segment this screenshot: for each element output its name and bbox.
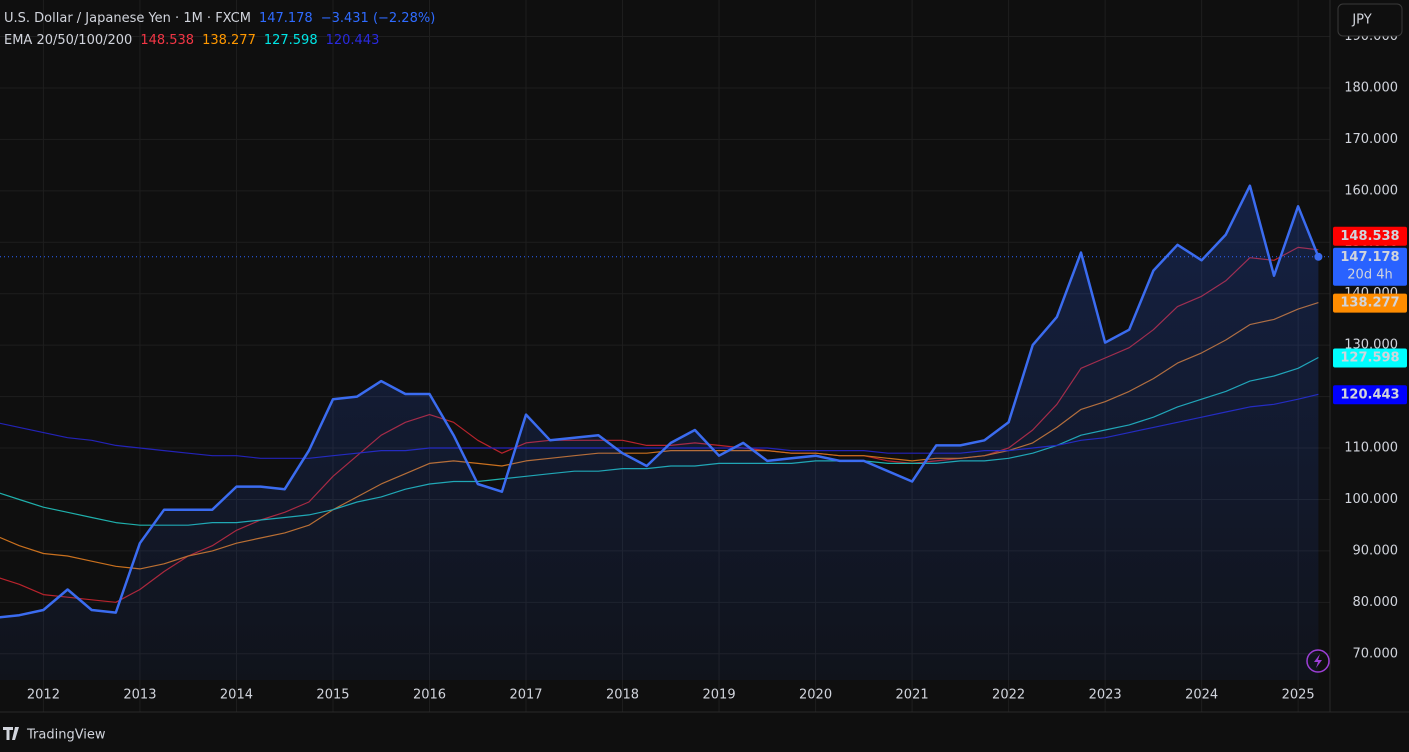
x-tick-label: 2020: [799, 688, 832, 703]
price-area: [0, 185, 1319, 680]
x-tick-label: 2015: [316, 688, 349, 703]
price-label: 148.538: [1340, 229, 1399, 244]
y-tick-label: 170.000: [1344, 132, 1398, 147]
x-tick-label: 2016: [413, 688, 446, 703]
x-tick-label: 2013: [123, 688, 156, 703]
x-tick-label: 2012: [27, 688, 60, 703]
y-tick-label: 180.000: [1344, 80, 1398, 95]
ema-value: 138.277: [202, 33, 256, 48]
ema-value: 148.538: [140, 33, 194, 48]
ema-value: 127.598: [264, 33, 318, 48]
last-price: 147.178: [259, 11, 313, 26]
price-label-box: [1333, 293, 1407, 313]
currency-label[interactable]: JPY: [1351, 13, 1371, 28]
y-tick-label: 110.000: [1344, 441, 1398, 456]
currency-button[interactable]: [1337, 3, 1403, 37]
x-tick-label: 2019: [703, 688, 736, 703]
last-price-dot: [1314, 252, 1323, 261]
plot: [0, 184, 1330, 680]
y-tick-label: 160.000: [1344, 183, 1398, 198]
alert-icon[interactable]: [1306, 649, 1330, 673]
y-tick-label: 90.000: [1353, 543, 1399, 558]
y-tick-label: 100.000: [1344, 492, 1398, 507]
price-label: 147.178: [1340, 250, 1399, 265]
brand: TradingView: [26, 728, 106, 743]
symbol: U.S. Dollar / Japanese Yen · 1M · FXCM: [4, 11, 251, 26]
y-tick-label: 80.000: [1353, 595, 1399, 610]
axes: 70.00080.00090.000100.000110.000120.0001…: [27, 29, 1407, 703]
price-label: 138.277: [1340, 296, 1399, 311]
x-tick-label: 2021: [896, 688, 929, 703]
price-label-box: [1333, 226, 1407, 246]
price-label-box: [1333, 385, 1407, 405]
price-label: 120.443: [1340, 387, 1399, 402]
y-tick-label: 70.000: [1353, 646, 1399, 661]
price-label-box: [1333, 247, 1407, 286]
x-tick-label: 2018: [606, 688, 639, 703]
x-tick-label: 2023: [1089, 688, 1122, 703]
legend-indicators: EMA 20/50/100/200 148.538 138.277 127.598 12…: [4, 33, 379, 48]
ema-value: 120.443: [326, 33, 380, 48]
price-line: [0, 184, 1320, 619]
brand-logo: [3, 727, 19, 740]
x-tick-label: 2025: [1282, 688, 1315, 703]
countdown: 20d 4h: [1347, 267, 1392, 282]
x-tick-label: 2017: [509, 688, 542, 703]
price-label-box: [1333, 348, 1407, 368]
alert-bolt: [1314, 654, 1322, 668]
footer: [0, 713, 1409, 752]
indicator: EMA 20/50/100/200: [4, 33, 132, 48]
x-tick-label: 2014: [220, 688, 253, 703]
x-tick-label: 2022: [992, 688, 1025, 703]
price-label: 127.598: [1340, 350, 1399, 365]
x-tick-label: 2024: [1185, 688, 1218, 703]
legend-title: U.S. Dollar / Japanese Yen · 1M · FXCM 14…: [4, 11, 435, 26]
change: −3.431 (−2.28%): [321, 11, 436, 26]
